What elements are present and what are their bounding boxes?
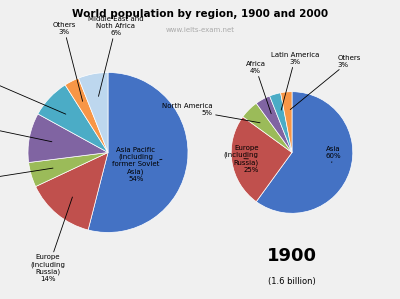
Wedge shape	[78, 72, 108, 152]
Text: Asia Pacific
(including
former Soviet
Asia)
54%: Asia Pacific (including former Soviet As…	[112, 147, 162, 182]
Wedge shape	[256, 96, 292, 152]
Wedge shape	[281, 92, 292, 152]
Wedge shape	[270, 93, 292, 152]
Text: Latin America &
Caribbean
8%: Latin America & Caribbean 8%	[0, 59, 66, 114]
Wedge shape	[231, 117, 292, 202]
Wedge shape	[65, 78, 108, 152]
Text: Asia
60%: Asia 60%	[326, 146, 341, 163]
Text: www.ielts-exam.net: www.ielts-exam.net	[166, 27, 234, 33]
Text: (1.6 billion): (1.6 billion)	[268, 277, 316, 286]
Wedge shape	[36, 152, 108, 230]
Wedge shape	[28, 114, 108, 163]
Text: Europe
(including
Russia)
14%: Europe (including Russia) 14%	[30, 197, 72, 283]
Text: World population by region, 1900 and 2000: World population by region, 1900 and 200…	[72, 9, 328, 19]
Wedge shape	[38, 85, 108, 152]
Text: 1900: 1900	[267, 247, 317, 265]
Text: Others
3%: Others 3%	[290, 55, 361, 109]
Wedge shape	[243, 103, 292, 152]
Text: Africa
10%: Africa 10%	[0, 118, 52, 142]
Text: Europe
(including
Russia)
25%: Europe (including Russia) 25%	[224, 145, 258, 173]
Text: Latin America
3%: Latin America 3%	[271, 52, 319, 110]
Text: Others
3%: Others 3%	[52, 22, 83, 101]
Wedge shape	[88, 72, 188, 233]
Text: North America
5%: North America 5%	[162, 103, 260, 123]
Text: Africa
4%: Africa 4%	[246, 61, 271, 114]
Wedge shape	[29, 152, 108, 187]
Text: Middle East and
Noth Africa
6%: Middle East and Noth Africa 6%	[88, 16, 144, 96]
Wedge shape	[256, 92, 353, 213]
Text: North America
5%: North America 5%	[0, 168, 53, 189]
